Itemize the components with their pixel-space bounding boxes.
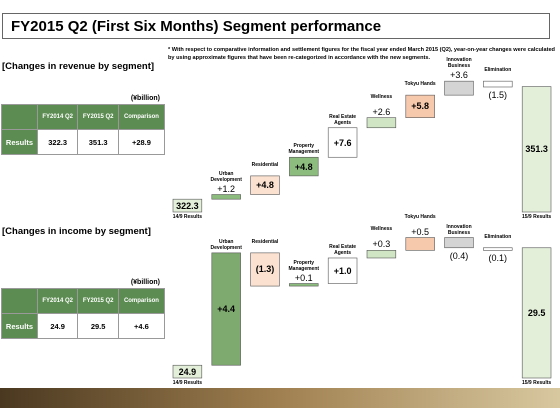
category-label: Real Estate Agents <box>329 243 357 256</box>
bar <box>405 94 435 118</box>
value-label: +1.2 <box>217 183 236 194</box>
category-label: 15/9 Results <box>521 380 552 386</box>
value-label: +4.8 <box>256 180 274 191</box>
category-label: 14/9 Results <box>172 214 202 220</box>
value-label: +3.6 <box>450 70 468 81</box>
cell: 24.9 <box>36 313 79 339</box>
bar <box>289 156 319 177</box>
header-cell: FY2014 Q2 <box>36 288 79 314</box>
unit: (¥billion) <box>130 279 160 286</box>
category-label: Property Management <box>288 143 320 156</box>
category-label: Tokyu Hands <box>404 213 436 220</box>
bar <box>327 127 358 158</box>
value-label: 24.9 <box>178 366 197 377</box>
revenue-table: FY2014 Q2 FY2015 Q2 Comparison Results 322.… <box>1 104 166 155</box>
bar <box>211 194 241 200</box>
bar <box>366 250 397 259</box>
category-label: Property Management <box>288 259 320 272</box>
row-label: Results <box>1 313 38 339</box>
bar <box>250 175 280 195</box>
category-label: Innovation Business <box>446 223 472 236</box>
value-label: (1.3) <box>255 264 275 275</box>
cell: 322.3 <box>36 129 79 155</box>
note: * With respect to comparative informatio… <box>168 47 555 61</box>
header-cell: Comparison <box>117 288 166 314</box>
category-label: Innovation Business <box>446 57 472 70</box>
bar <box>172 198 203 213</box>
header-cell: FY2015 Q2 <box>77 104 119 130</box>
category-label: 15/9 Results <box>521 214 552 220</box>
bar <box>405 237 435 251</box>
category-label: 14/9 Results <box>172 380 202 386</box>
value-label: +1.0 <box>333 265 352 276</box>
section-heading: [Changes in income by segment] <box>2 226 151 237</box>
bar <box>521 247 552 379</box>
bar <box>483 247 513 251</box>
value-label: +5.8 <box>411 101 430 112</box>
bar <box>289 283 319 287</box>
category-label: Tokyu Hands <box>404 81 436 88</box>
value-label: +0.3 <box>372 239 391 250</box>
category-label: Wellness <box>370 93 393 100</box>
header-cell: FY2015 Q2 <box>77 288 119 314</box>
bar <box>172 364 203 379</box>
slide-title: FY2015 Q2 (First Six Months) Segment per… <box>2 13 550 39</box>
bar <box>521 86 552 213</box>
row-label: Results <box>1 129 38 155</box>
value-label: +0.5 <box>411 226 430 237</box>
unit: (¥billion) <box>130 95 160 102</box>
value-label: (0.1) <box>488 253 508 264</box>
income-table: FY2014 Q2 FY2015 Q2 Comparison Results 24.9… <box>1 288 166 339</box>
category-label: Residential <box>251 161 279 168</box>
bar <box>444 237 474 249</box>
cell: 351.3 <box>77 129 119 155</box>
category-label: Elimination <box>484 67 512 74</box>
bar <box>483 80 513 88</box>
bar <box>444 80 474 96</box>
cell: +4.6 <box>117 313 166 339</box>
category-label: Urban Development <box>210 238 242 251</box>
value-label: +4.8 <box>294 161 313 172</box>
value-label: (1.5) <box>488 89 508 100</box>
value-label: 322.3 <box>176 200 199 211</box>
value-label: +7.6 <box>333 137 352 148</box>
corner <box>1 104 38 130</box>
footer-strip <box>0 388 560 408</box>
bar <box>327 257 358 284</box>
bar <box>366 117 397 129</box>
value-label: +2.6 <box>372 106 391 117</box>
category-label: Wellness <box>370 226 393 233</box>
header-cell: Comparison <box>117 104 166 130</box>
value-label: (0.4) <box>449 250 469 261</box>
bar <box>211 252 241 366</box>
value-label: 29.5 <box>527 307 546 318</box>
category-label: Elimination <box>484 233 512 240</box>
category-label: Residential <box>251 238 279 245</box>
cell: 29.5 <box>77 313 119 339</box>
corner <box>1 288 38 314</box>
value-label: +4.4 <box>217 304 236 315</box>
category-label: Urban Development <box>210 170 242 183</box>
header-cell: FY2014 Q2 <box>36 104 79 130</box>
category-label: Real Estate Agents <box>329 113 357 126</box>
value-label: 351.3 <box>525 144 548 155</box>
value-label: +0.1 <box>294 272 313 283</box>
cell: +28.9 <box>117 129 166 155</box>
section-heading: [Changes in revenue by segment] <box>2 61 155 72</box>
bar <box>250 252 280 287</box>
